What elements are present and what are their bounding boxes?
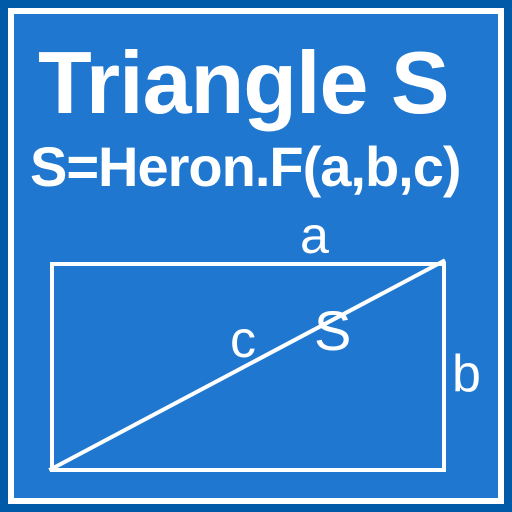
label-c: c <box>230 310 256 370</box>
formula-text: S=Heron.F(a,b,c) <box>30 134 461 199</box>
label-a: a <box>300 206 329 266</box>
title-text: Triangle S <box>38 32 449 134</box>
label-b: b <box>452 344 481 404</box>
label-S: S <box>314 298 351 363</box>
inner-panel: Triangle S S=Heron.F(a,b,c) a b c S <box>8 8 504 504</box>
outer-frame: Triangle S S=Heron.F(a,b,c) a b c S <box>0 0 512 512</box>
